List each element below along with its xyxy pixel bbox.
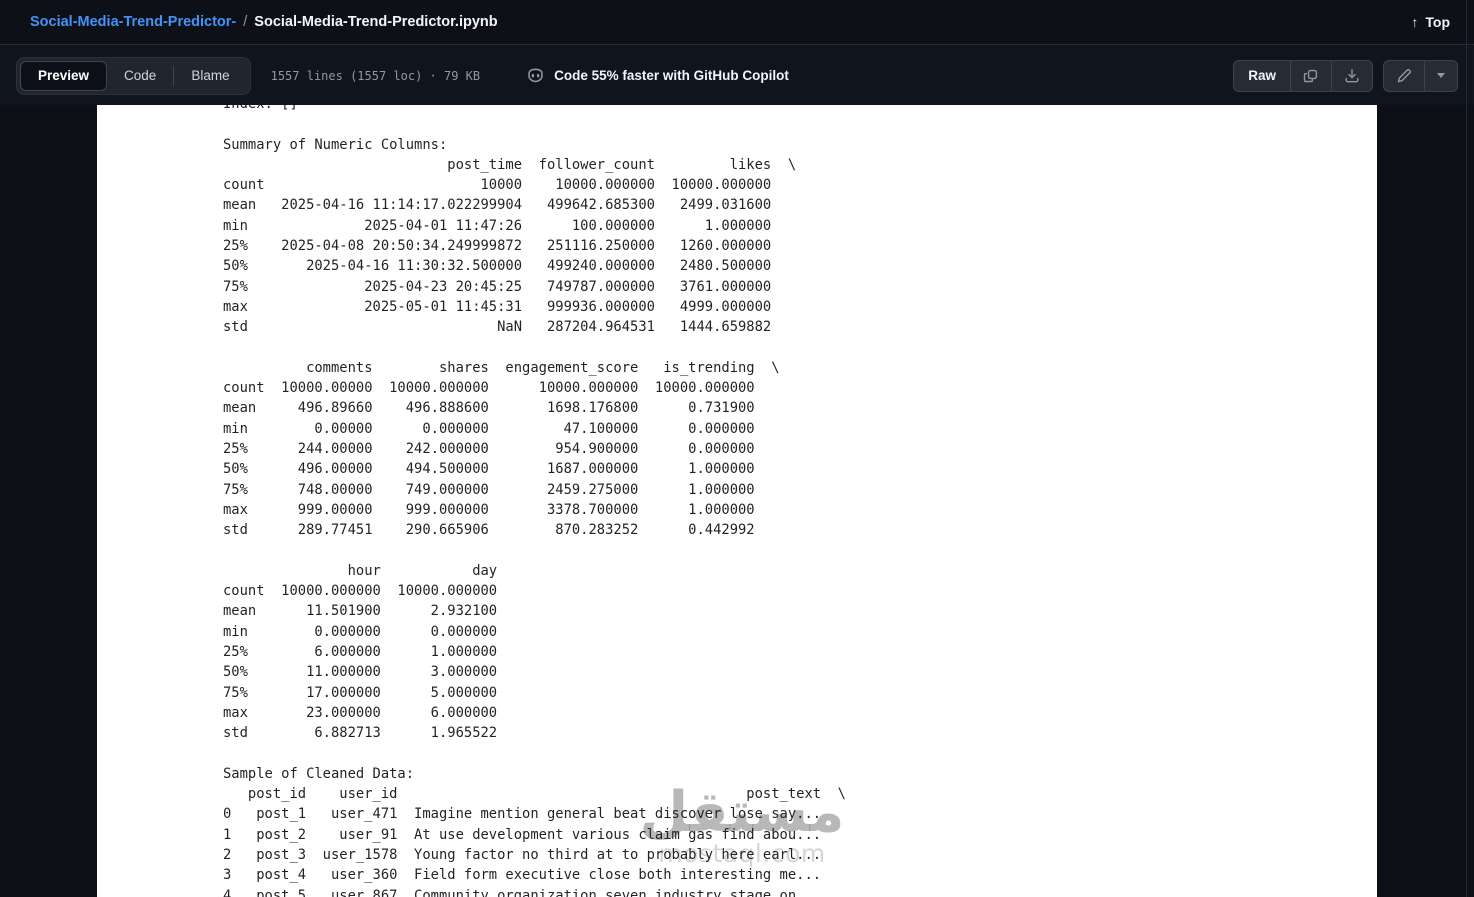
scrollbar-edge[interactable] xyxy=(1466,0,1467,897)
scroll-to-top-label: Top xyxy=(1425,14,1450,30)
notebook-preview-panel: مستقل mostaql.com Index: [] Summary of N… xyxy=(97,105,1377,897)
top-header-bar: Social-Media-Trend-Predictor- / Social-M… xyxy=(0,0,1474,45)
up-arrow-icon: ↑ xyxy=(1411,14,1419,30)
edit-button-group xyxy=(1383,59,1458,92)
notebook-output-text: Index: [] Summary of Numeric Columns: po… xyxy=(223,105,846,897)
breadcrumb-separator: / xyxy=(243,14,248,30)
copy-button[interactable] xyxy=(1290,60,1331,91)
download-button[interactable] xyxy=(1331,60,1372,91)
raw-button-group: Raw xyxy=(1233,59,1373,92)
view-mode-tabs: Preview Code Blame xyxy=(16,56,251,95)
tab-code[interactable]: Code xyxy=(124,68,157,83)
edit-dropdown-button[interactable] xyxy=(1424,60,1457,91)
pencil-icon xyxy=(1396,68,1412,84)
tab-blame[interactable]: Blame xyxy=(191,68,230,83)
breadcrumb-file-name: Social-Media-Trend-Predictor.ipynb xyxy=(254,14,498,30)
copilot-banner-text: Code 55% faster with GitHub Copilot xyxy=(554,68,789,83)
file-toolbar: Preview Code Blame 1557 lines (1557 loc)… xyxy=(0,46,1474,105)
file-stats: 1557 lines (1557 loc) · 79 KB xyxy=(270,68,481,83)
raw-button[interactable]: Raw xyxy=(1248,68,1276,83)
copilot-icon xyxy=(526,66,545,85)
caret-down-icon xyxy=(1437,73,1445,78)
breadcrumb-repo-link[interactable]: Social-Media-Trend-Predictor- xyxy=(30,14,237,30)
tab-preview[interactable]: Preview xyxy=(20,60,108,91)
copilot-banner[interactable]: Code 55% faster with GitHub Copilot xyxy=(526,66,789,85)
copy-icon xyxy=(1303,68,1319,84)
toolbar-actions: Raw xyxy=(1233,59,1458,92)
tab-divider xyxy=(173,65,175,86)
breadcrumb: Social-Media-Trend-Predictor- / Social-M… xyxy=(30,14,498,30)
download-icon xyxy=(1344,68,1360,84)
scroll-to-top-button[interactable]: ↑ Top xyxy=(1411,14,1450,30)
edit-button[interactable] xyxy=(1384,61,1424,91)
